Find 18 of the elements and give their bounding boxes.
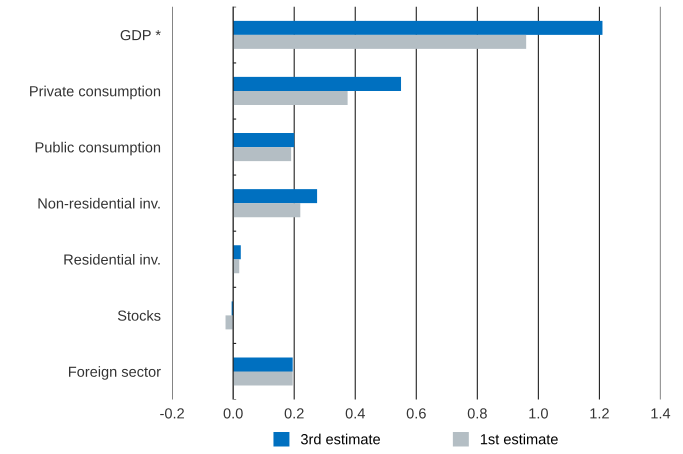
y-tick-label: Public consumption xyxy=(36,142,160,156)
x-tick-label: 0.2 xyxy=(284,408,304,419)
y-tick-label: GDP * xyxy=(120,30,161,40)
y-tick-label: Stocks xyxy=(118,310,160,321)
x-tick-label: 1.0 xyxy=(529,408,548,419)
x-tick-label: 0.4 xyxy=(346,408,365,419)
legend-label: 1st estimate xyxy=(480,434,558,444)
x-tick-label: -0.2 xyxy=(160,408,184,419)
y-tick-label: Private consumption xyxy=(30,86,160,100)
y-tick-label: Non-residential inv. xyxy=(38,198,160,209)
x-tick-label: 0.6 xyxy=(406,408,426,419)
y-tick-label: Residential inv. xyxy=(64,254,160,265)
y-tick-label: Foreign sector xyxy=(69,366,161,380)
x-tick-label: 1.4 xyxy=(651,408,670,418)
legend-label: 3rd estimate xyxy=(300,434,380,444)
x-tick-label: 0.0 xyxy=(224,408,243,419)
x-tick-label: 1.2 xyxy=(590,408,609,418)
x-tick-label: 0.8 xyxy=(468,408,487,419)
